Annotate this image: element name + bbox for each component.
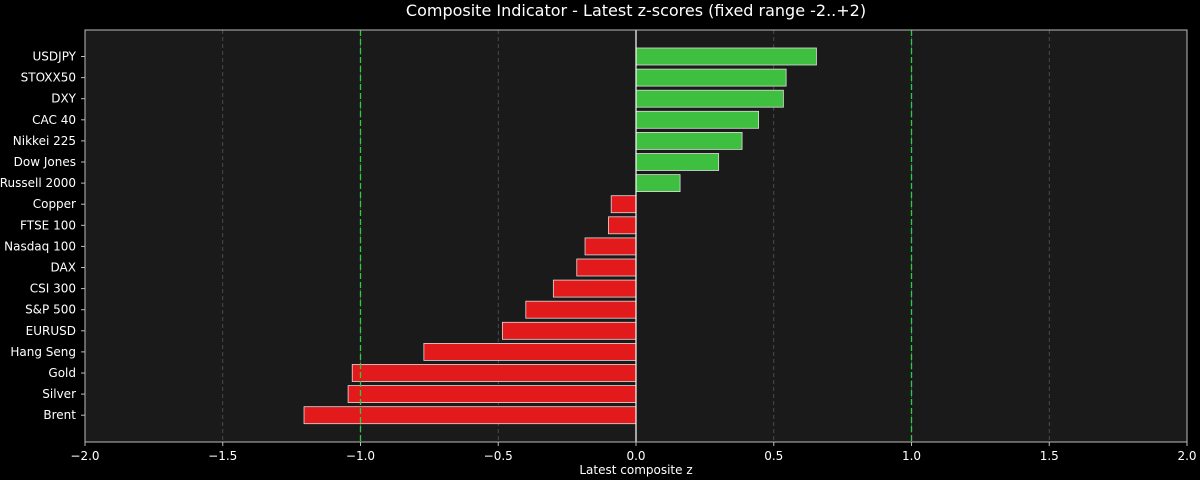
bar-eurusd — [501, 321, 637, 340]
category-label: DAX — [51, 261, 76, 275]
category-label: STOXX50 — [21, 71, 76, 85]
category-label: Russell 2000 — [0, 176, 76, 190]
category-label: USDJPY — [33, 50, 77, 64]
bar-copper — [610, 195, 637, 214]
category-label: DXY — [51, 92, 76, 106]
x-tick-label: −1.5 — [208, 449, 237, 463]
category-label: EURUSD — [26, 324, 76, 338]
x-tick-label: 0.5 — [764, 449, 783, 463]
category-label: Nasdaq 100 — [4, 239, 76, 253]
bars — [303, 47, 817, 425]
x-tick-label: 1.5 — [1040, 449, 1059, 463]
bar-dxy — [635, 89, 784, 108]
category-label: Nikkei 225 — [13, 134, 76, 148]
x-axis-label: Latest composite z — [579, 463, 692, 477]
chart-title: Composite Indicator - Latest z-scores (f… — [406, 1, 866, 20]
category-label: S&P 500 — [25, 303, 76, 317]
category-label: Dow Jones — [14, 155, 76, 169]
bar-nasdaq-100 — [584, 237, 637, 256]
bar-stoxx50 — [635, 68, 787, 87]
x-tick-labels: −2.0 −1.5 −1.0 −0.5 0.0 0.5 1.0 1.5 2.0 — [70, 442, 1197, 463]
bar-s-p-500 — [525, 300, 637, 319]
bar-silver — [347, 385, 637, 404]
bar-nikkei-225 — [635, 131, 743, 150]
category-label: Gold — [48, 366, 76, 380]
x-tick-label: 0.0 — [626, 449, 645, 463]
y-tick-labels: USDJPY STOXX50 DXY CAC 40 Nikkei 225 Dow Jone… — [0, 50, 85, 422]
category-label: Hang Seng — [10, 345, 76, 359]
bar-brent — [303, 406, 637, 425]
bar-cac-40 — [635, 110, 759, 129]
bar-dow-jones — [635, 153, 720, 171]
bar-russell-2000 — [635, 174, 681, 193]
x-tick-label: −2.0 — [70, 449, 99, 463]
x-tick-label: −1.0 — [346, 449, 375, 463]
category-label: Copper — [33, 197, 76, 211]
category-label: FTSE 100 — [20, 218, 76, 232]
x-tick-label: −0.5 — [484, 449, 513, 463]
bar-ftse-100 — [608, 216, 637, 235]
bar-usdjpy — [635, 47, 817, 66]
x-tick-label: 2.0 — [1177, 449, 1196, 463]
bar-csi-300 — [552, 279, 637, 298]
category-label: CAC 40 — [32, 113, 76, 127]
reference-lines — [359, 30, 913, 442]
x-tick-label: 1.0 — [902, 449, 921, 463]
bar-gold — [351, 364, 637, 382]
category-label: CSI 300 — [30, 282, 76, 296]
bar-hang-seng — [423, 342, 637, 361]
bar-dax — [576, 258, 637, 277]
category-label: Brent — [43, 408, 76, 422]
category-label: Silver — [42, 387, 76, 401]
